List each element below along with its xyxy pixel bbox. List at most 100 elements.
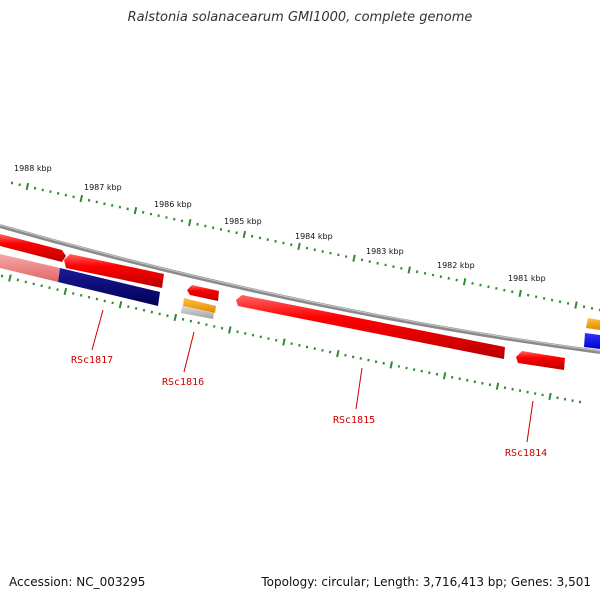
inner-scale-major-tick bbox=[228, 326, 232, 334]
inner-scale-minor-tick bbox=[466, 378, 469, 382]
inner-scale-minor-tick bbox=[450, 375, 454, 379]
inner-scale-major-tick bbox=[8, 274, 12, 282]
gene-feature-rsc1814[interactable] bbox=[516, 351, 565, 370]
outer-scale-minor-tick bbox=[439, 275, 443, 279]
inner-scale-major-tick bbox=[442, 372, 447, 380]
leader-line-rsc1816 bbox=[183, 331, 195, 373]
inner-scale-minor-tick bbox=[189, 319, 193, 323]
outer-scale-minor-tick bbox=[455, 278, 458, 282]
outer-scale-major-tick bbox=[407, 266, 411, 274]
inner-scale-ticks bbox=[0, 274, 582, 404]
outer-scale-minor-tick bbox=[321, 250, 324, 253]
outer-scale-minor-tick bbox=[487, 285, 490, 289]
scale-label-1985-kbp: 1985 kbp bbox=[224, 217, 262, 226]
outer-scale-minor-tick bbox=[274, 239, 277, 243]
outer-scale-minor-tick bbox=[95, 200, 98, 204]
outer-scale-minor-tick bbox=[526, 293, 530, 297]
outer-scale-ticks bbox=[10, 181, 600, 312]
inner-scale-minor-tick bbox=[473, 380, 477, 384]
outer-scale-major-tick bbox=[297, 242, 301, 251]
gene-feature-rsc1816-grey[interactable] bbox=[181, 306, 214, 319]
inner-scale-minor-tick bbox=[397, 365, 401, 368]
outer-scale-minor-tick bbox=[384, 263, 387, 267]
outer-scale-minor-tick bbox=[415, 270, 419, 274]
gene-label-rsc1816[interactable]: RSc1816 bbox=[162, 377, 204, 388]
inner-scale-minor-tick bbox=[321, 348, 324, 352]
outer-scale-minor-tick bbox=[431, 273, 435, 277]
gene-feature-edge-blue[interactable] bbox=[584, 333, 600, 349]
inner-scale-minor-tick bbox=[24, 280, 28, 284]
inner-scale-minor-tick bbox=[556, 396, 559, 400]
inner-scale-minor-tick bbox=[158, 312, 161, 316]
gene-feature-rsc1815[interactable] bbox=[236, 295, 505, 359]
outer-scale-major-tick bbox=[462, 278, 467, 286]
gene-label-rsc1815[interactable]: RSc1815 bbox=[333, 415, 375, 426]
outer-scale-minor-tick bbox=[534, 295, 538, 299]
leader-line-rsc1814 bbox=[526, 400, 534, 443]
outer-scale-minor-tick bbox=[337, 253, 340, 257]
outer-scale-minor-tick bbox=[103, 202, 106, 206]
inner-scale-minor-tick bbox=[16, 278, 20, 282]
inner-scale-minor-tick bbox=[142, 308, 146, 312]
inner-scale-major-tick bbox=[118, 301, 123, 309]
outer-scale-minor-tick bbox=[329, 251, 332, 255]
inner-scale-major-tick bbox=[336, 349, 340, 358]
gene-feature-edge-orange[interactable] bbox=[586, 318, 600, 330]
outer-scale-minor-tick bbox=[18, 183, 21, 187]
inner-scale-minor-tick bbox=[412, 368, 416, 372]
outer-scale-minor-tick bbox=[196, 222, 199, 226]
outer-scale-minor-tick bbox=[305, 246, 309, 250]
outer-scale-minor-tick bbox=[118, 205, 122, 209]
inner-scale-minor-tick bbox=[267, 337, 270, 340]
accession-text: Accession: NC_003295 bbox=[9, 575, 146, 589]
gene-label-rsc1817[interactable]: RSc1817 bbox=[71, 355, 113, 366]
gene-feature-forward-a[interactable] bbox=[0, 234, 66, 262]
inner-scale-minor-tick bbox=[259, 335, 262, 339]
inner-scale-minor-tick bbox=[166, 314, 169, 318]
outer-scale-minor-tick bbox=[10, 181, 14, 185]
inner-scale-minor-tick bbox=[435, 372, 439, 376]
gene-feature-rsc1817[interactable] bbox=[58, 268, 160, 306]
inner-scale-minor-tick bbox=[351, 355, 355, 359]
outer-scale-minor-tick bbox=[64, 193, 68, 197]
outer-scale-minor-tick bbox=[227, 229, 230, 233]
outer-scale-minor-tick bbox=[360, 258, 364, 262]
inner-scale-minor-tick bbox=[298, 343, 301, 347]
inner-scale-minor-tick bbox=[87, 295, 91, 299]
gene-feature-rsc1816-orange[interactable] bbox=[183, 298, 216, 313]
outer-scale-minor-tick bbox=[550, 298, 554, 302]
scale-label-1984-kbp: 1984 kbp bbox=[295, 232, 333, 241]
outer-scale-minor-tick bbox=[157, 214, 160, 218]
gene-feature-rsc1816-red[interactable] bbox=[187, 285, 219, 301]
outer-scale-minor-tick bbox=[126, 207, 129, 211]
inner-scale-minor-tick bbox=[563, 397, 567, 401]
inner-scale-major-tick bbox=[63, 287, 68, 296]
outer-scale-minor-tick bbox=[423, 271, 427, 275]
outer-scale-minor-tick bbox=[558, 300, 562, 304]
inner-scale-minor-tick bbox=[95, 297, 99, 301]
inner-scale-major-tick bbox=[173, 313, 178, 322]
outer-scale-minor-tick bbox=[72, 195, 75, 199]
gene-label-rsc1814[interactable]: RSc1814 bbox=[505, 448, 547, 459]
gene-feature-reverse-pink[interactable] bbox=[0, 254, 60, 282]
outer-scale-minor-tick bbox=[511, 290, 514, 294]
inner-scale-minor-tick bbox=[359, 357, 362, 360]
outer-scale-major-tick bbox=[133, 206, 138, 215]
genome-backbone-highlight bbox=[0, 224, 600, 352]
gene-feature-forward-b[interactable] bbox=[64, 254, 164, 288]
outer-scale-minor-tick bbox=[368, 260, 371, 264]
outer-scale-minor-tick bbox=[471, 281, 474, 285]
outer-scale-minor-tick bbox=[219, 227, 223, 231]
outer-scale-minor-tick bbox=[165, 216, 168, 219]
outer-scale-minor-tick bbox=[33, 186, 37, 190]
scale-label-1986-kbp: 1986 kbp bbox=[154, 200, 192, 209]
leader-line-rsc1817 bbox=[91, 309, 104, 351]
inner-scale-minor-tick bbox=[213, 325, 216, 328]
outer-scale-minor-tick bbox=[41, 188, 44, 192]
inner-scale-major-tick bbox=[548, 392, 552, 400]
inner-scale-minor-tick bbox=[313, 347, 316, 351]
outer-scale-minor-tick bbox=[400, 266, 403, 270]
inner-scale-minor-tick bbox=[48, 286, 51, 290]
inner-scale-minor-tick bbox=[405, 366, 408, 370]
